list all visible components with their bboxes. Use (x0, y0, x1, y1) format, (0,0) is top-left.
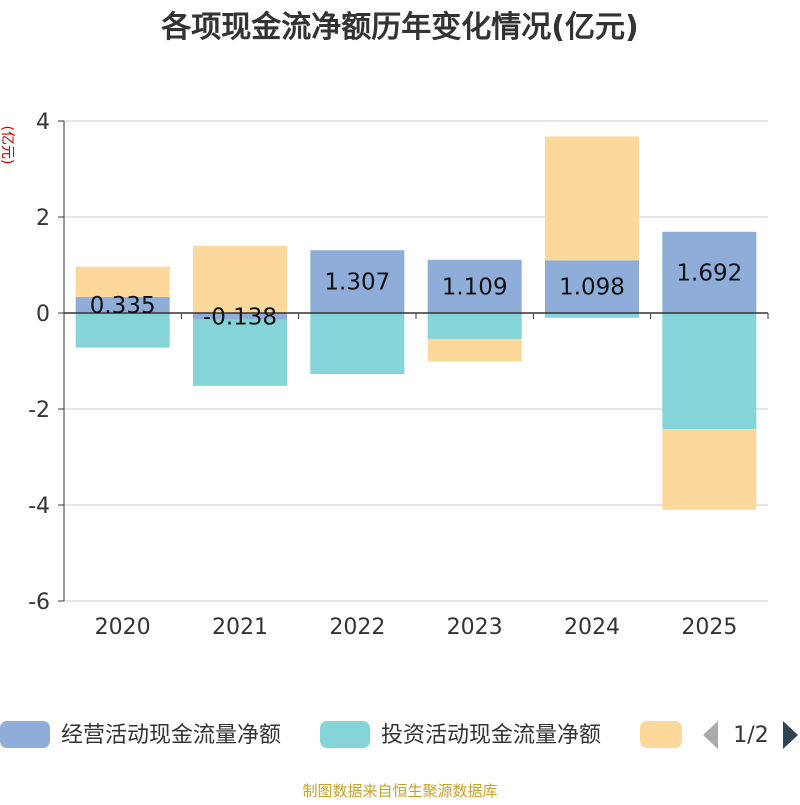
legend-swatch-investing[interactable] (320, 721, 370, 748)
bar-segment-s0-2021 (193, 313, 287, 320)
bar-segment-s1-2020 (75, 313, 170, 348)
y-tick-label: 4 (36, 110, 50, 135)
data-label-2023: 1.109 (442, 274, 508, 300)
x-tick-label: 2021 (212, 615, 268, 640)
bar-segment-s2-2021 (193, 245, 287, 313)
bar-segment-s0-2022 (310, 250, 405, 313)
legend-prev-page-icon[interactable] (703, 721, 718, 749)
y-tick-label: -2 (28, 398, 50, 423)
bar-segment-s0-2020 (75, 296, 170, 313)
legend-swatch-operating[interactable] (0, 721, 50, 748)
y-tick-label: -6 (28, 590, 50, 615)
data-label-2025: 1.692 (676, 260, 742, 286)
x-tick-label: 2020 (95, 615, 151, 640)
bar-segment-s0-2024 (545, 260, 639, 313)
data-label-2021: -0.138 (203, 304, 277, 330)
data-label-2024: 1.098 (559, 275, 625, 301)
bar-segment-s1-2021 (193, 319, 287, 386)
y-tick-label: 2 (36, 206, 50, 231)
x-tick-label: 2022 (329, 615, 385, 640)
legend: 经营活动现金流量净额 投资活动现金流量净额 1/2 (0, 721, 798, 749)
bar-segment-s1-2022 (310, 313, 405, 374)
legend-next-page-icon[interactable] (783, 721, 798, 749)
legend-label-investing[interactable]: 投资活动现金流量净额 (381, 723, 601, 748)
bar-segment-s2-2024 (545, 136, 639, 261)
y-tick-label: 0 (36, 302, 50, 327)
bar-segment-s1-2025 (662, 313, 757, 430)
gridlines (64, 120, 768, 602)
bar-segment-s1-2023 (427, 313, 522, 339)
x-tick-label: 2023 (447, 615, 503, 640)
bars (75, 136, 757, 510)
data-label-2022: 1.307 (324, 270, 390, 296)
data-source-note: 制图数据来自恒生聚源数据库 (302, 782, 497, 800)
bar-segment-s2-2023 (427, 338, 522, 362)
y-tick-label: -4 (28, 494, 50, 519)
legend-label-operating[interactable]: 经营活动现金流量净额 (61, 723, 281, 748)
x-tick-label: 2025 (681, 615, 737, 640)
chart-title: 各项现金流净额历年变化情况(亿元) (160, 10, 638, 45)
bar-segment-s2-2020 (75, 266, 170, 297)
legend-swatch-financing[interactable] (640, 721, 682, 748)
bar-segment-s0-2023 (427, 259, 522, 313)
bar-segment-s0-2025 (662, 231, 757, 313)
legend-page-indicator: 1/2 (733, 723, 768, 748)
bar-segment-s1-2024 (545, 313, 639, 318)
data-label-2020: 0.335 (90, 293, 156, 319)
bar-segment-s2-2025 (662, 429, 757, 510)
y-axis-unit: (亿元) (0, 126, 15, 165)
axes (58, 120, 769, 602)
data-labels: 0.335 -0.138 1.307 1.109 1.098 1.692 (90, 260, 743, 330)
tick-labels: 4 2 0 -2 -4 -6 2020 2021 2022 2023 2024 2025 (28, 110, 737, 640)
x-tick-label: 2024 (564, 615, 620, 640)
